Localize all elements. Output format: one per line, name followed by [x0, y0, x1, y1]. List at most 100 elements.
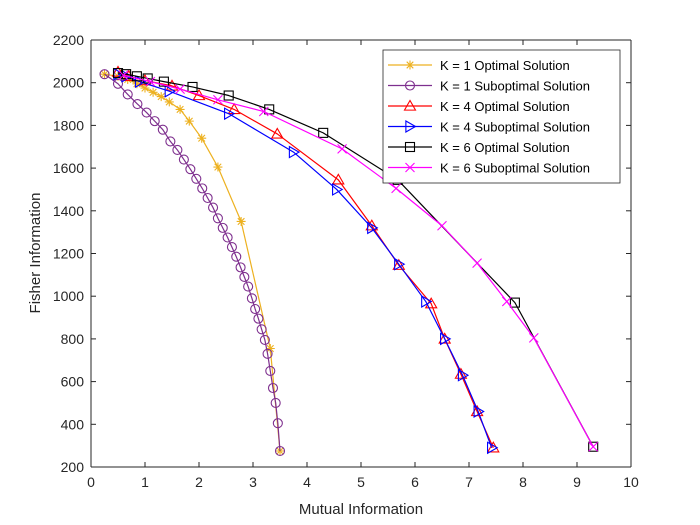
legend-label: K = 6 Suboptimal Solution: [440, 161, 590, 176]
y-tick-label: 200: [61, 459, 85, 475]
data-point: [274, 445, 286, 457]
data-point: [509, 297, 520, 308]
y-tick-label: 1600: [53, 160, 84, 176]
data-point: [111, 65, 125, 77]
data-point: [197, 183, 208, 194]
legend-box: [382, 49, 621, 184]
data-point: [207, 202, 219, 213]
y-tick-label: 1400: [53, 203, 84, 219]
legend-entry: K = 4 Optimal Solution: [388, 99, 570, 114]
data-point: [265, 344, 275, 354]
x-tick-label: 7: [465, 474, 473, 490]
data-point: [197, 133, 207, 143]
series-line: [117, 72, 594, 448]
data-point: [267, 382, 279, 394]
data-point: [141, 107, 152, 118]
legend-marker: [404, 141, 416, 153]
series-line: [123, 74, 594, 448]
data-point: [178, 154, 189, 165]
legend-entry: K = 4 Suboptimal Solution: [388, 120, 590, 135]
data-point: [318, 127, 329, 138]
data-point: [157, 124, 168, 135]
data-point: [212, 213, 223, 224]
data-point: [392, 258, 406, 270]
data-point: [337, 143, 347, 154]
x-tick-label: 9: [573, 474, 581, 490]
data-point: [145, 76, 156, 87]
data-point: [253, 313, 264, 324]
data-point: [487, 441, 499, 455]
legend-entry: K = 1 Optimal Solution: [388, 58, 570, 73]
legend-marker: [403, 99, 417, 111]
data-point: [202, 192, 213, 204]
data-point: [528, 332, 539, 343]
legend-label: K = 4 Optimal Solution: [440, 99, 570, 114]
data-point: [243, 281, 254, 292]
data-point: [331, 173, 345, 185]
data-point: [118, 70, 129, 81]
legend-label: K = 1 Suboptimal Solution: [440, 79, 590, 94]
data-point: [391, 183, 401, 194]
data-point: [421, 295, 433, 308]
series-2: [99, 69, 286, 457]
data-point: [184, 116, 194, 126]
y-tick-label: 1000: [53, 288, 84, 304]
data-point: [175, 104, 185, 114]
data-point: [213, 162, 223, 172]
data-point: [246, 293, 257, 304]
legend-marker: [405, 162, 415, 173]
data-point: [112, 78, 124, 89]
data-point: [156, 92, 166, 102]
data-point: [472, 258, 482, 268]
data-point: [231, 251, 242, 262]
series-line: [104, 73, 281, 452]
x-tick-label: 0: [87, 474, 95, 490]
data-point: [236, 216, 246, 226]
y-tick-label: 1800: [53, 117, 84, 133]
data-point: [222, 232, 233, 243]
data-point: [223, 90, 234, 101]
data-point: [270, 397, 281, 409]
data-point: [239, 271, 250, 283]
data-point: [265, 365, 276, 376]
series-5: [112, 68, 599, 452]
data-point: [473, 405, 485, 418]
data-point: [165, 136, 176, 147]
data-point: [332, 183, 344, 196]
data-point: [437, 220, 447, 231]
axes-layer: 0 1 2 3 4 5 6 7 8 9 10 200 400 600 800 1000 1200 1400 1600…: [53, 32, 639, 490]
data-point: [258, 106, 269, 117]
data-point: [99, 69, 110, 80]
x-tick-label: 1: [141, 474, 149, 490]
legend-entry: K = 6 Optimal Solution: [388, 140, 570, 155]
y-tick-label: 1200: [53, 246, 84, 262]
data-point: [272, 418, 283, 429]
x-axis-label: Mutual Information: [299, 501, 423, 518]
legend-entry: K = 6 Suboptimal Solution: [388, 161, 590, 176]
data-point: [164, 84, 176, 98]
x-tick-label: 2: [195, 474, 203, 490]
data-point: [172, 144, 183, 156]
legend-marker: [405, 60, 415, 70]
data-point: [149, 116, 160, 127]
y-tick-label: 400: [61, 416, 85, 432]
y-tick-label: 800: [61, 331, 85, 347]
data-point: [588, 441, 599, 452]
data-point: [132, 99, 143, 110]
data-point: [132, 79, 142, 89]
data-point: [262, 348, 273, 359]
data-point: [259, 334, 270, 346]
data-point: [140, 83, 150, 93]
data-point: [213, 94, 223, 105]
data-point: [224, 107, 236, 121]
series-layer: [99, 65, 599, 457]
data-point: [112, 68, 124, 79]
legend-label: K = 4 Suboptimal Solution: [440, 120, 590, 135]
legend-label: K = 1 Optimal Solution: [440, 58, 570, 73]
legend-entry: K = 1 Suboptimal Solution: [388, 79, 590, 94]
data-point: [217, 222, 228, 233]
data-point: [501, 296, 512, 307]
data-point: [185, 164, 196, 175]
data-point: [438, 332, 452, 344]
